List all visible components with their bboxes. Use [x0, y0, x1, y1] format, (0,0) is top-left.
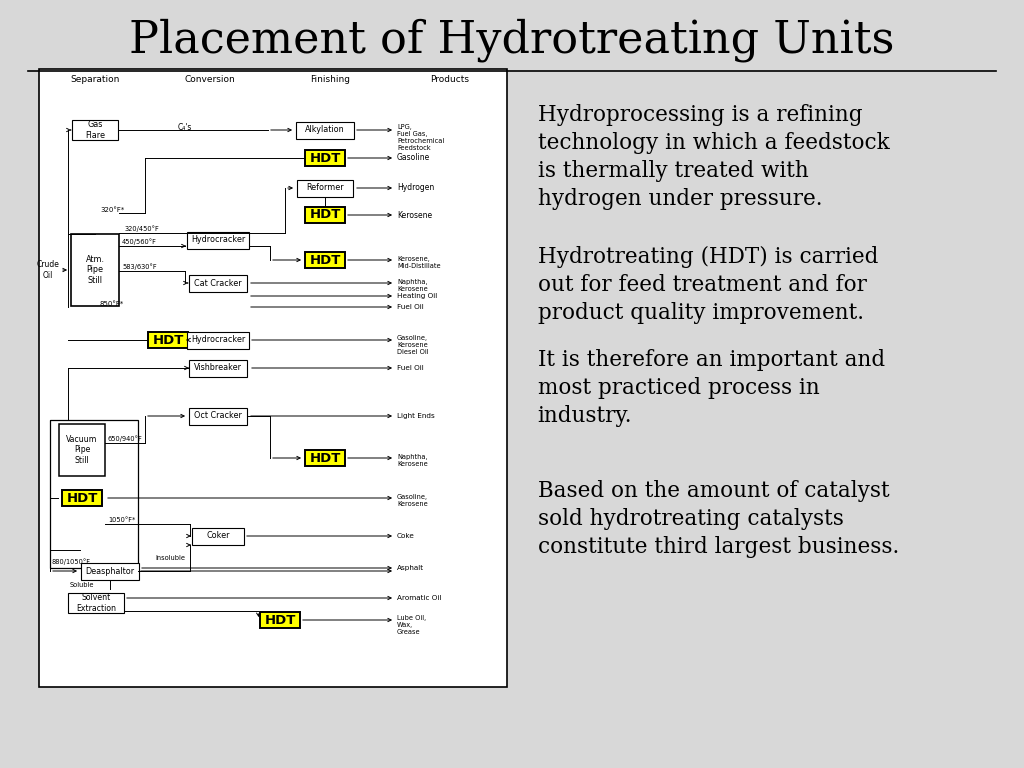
Text: Gas
Flare: Gas Flare	[85, 121, 105, 140]
FancyBboxPatch shape	[59, 424, 105, 476]
Text: 1050°F*: 1050°F*	[108, 517, 135, 523]
Text: HDT: HDT	[264, 614, 296, 627]
Text: Vishbreaker: Vishbreaker	[194, 363, 242, 372]
Text: Atm.
Pipe
Still: Atm. Pipe Still	[85, 255, 104, 285]
Text: HDT: HDT	[67, 492, 97, 505]
Text: Cat Cracker: Cat Cracker	[195, 279, 242, 287]
Text: HDT: HDT	[309, 253, 341, 266]
Text: Products: Products	[430, 75, 469, 84]
Text: 450/560°F: 450/560°F	[122, 239, 157, 245]
Text: Coker: Coker	[206, 531, 229, 541]
Text: Naphtha,
Kerosene: Naphtha, Kerosene	[397, 454, 428, 467]
Text: Solvent
Extraction: Solvent Extraction	[76, 594, 116, 613]
Text: 850°F*: 850°F*	[100, 301, 124, 307]
Text: Lube Oil,
Wax,
Grease: Lube Oil, Wax, Grease	[397, 615, 426, 635]
FancyBboxPatch shape	[62, 490, 102, 506]
Text: Placement of Hydrotreating Units: Placement of Hydrotreating Units	[129, 18, 895, 62]
FancyBboxPatch shape	[305, 150, 345, 166]
Text: Gasoline,
Kerosene
Diesel Oil: Gasoline, Kerosene Diesel Oil	[397, 335, 429, 355]
Text: HDT: HDT	[153, 333, 183, 346]
Text: Based on the amount of catalyst
sold hydrotreating catalysts
constitute third la: Based on the amount of catalyst sold hyd…	[538, 480, 899, 558]
Text: Oct Cracker: Oct Cracker	[195, 412, 242, 421]
Text: Vacuum
Pipe
Still: Vacuum Pipe Still	[67, 435, 97, 465]
Text: Hydrocracker: Hydrocracker	[190, 236, 245, 244]
Text: Insoluble: Insoluble	[155, 555, 185, 561]
Text: Finishing: Finishing	[310, 75, 350, 84]
FancyBboxPatch shape	[193, 528, 244, 545]
Text: Separation: Separation	[71, 75, 120, 84]
Text: Kerosene: Kerosene	[397, 210, 432, 220]
FancyBboxPatch shape	[148, 332, 188, 348]
Text: LPG,
Fuel Gas,
Petrochemical
Feedstock: LPG, Fuel Gas, Petrochemical Feedstock	[397, 124, 444, 151]
Text: Conversion: Conversion	[184, 75, 236, 84]
Text: 650/940°F: 650/940°F	[108, 435, 142, 442]
FancyBboxPatch shape	[189, 274, 247, 292]
FancyBboxPatch shape	[50, 420, 138, 568]
Text: Reformer: Reformer	[306, 184, 344, 193]
FancyBboxPatch shape	[187, 231, 249, 249]
Text: HDT: HDT	[309, 151, 341, 164]
FancyBboxPatch shape	[297, 180, 353, 197]
Text: Fuel Oil: Fuel Oil	[397, 365, 424, 371]
Text: 880/1050°F: 880/1050°F	[52, 558, 91, 565]
Text: Hydrogen: Hydrogen	[397, 184, 434, 193]
FancyBboxPatch shape	[189, 408, 247, 425]
Text: Gasoline,
Kerosene: Gasoline, Kerosene	[397, 494, 428, 507]
Text: Heating Oil: Heating Oil	[397, 293, 437, 299]
FancyBboxPatch shape	[305, 252, 345, 268]
FancyBboxPatch shape	[189, 359, 247, 376]
FancyBboxPatch shape	[260, 612, 300, 628]
Text: Naphtha,
Kerosene: Naphtha, Kerosene	[397, 279, 428, 292]
Text: Coke: Coke	[397, 533, 415, 539]
Text: Deasphaltor: Deasphaltor	[85, 567, 134, 575]
FancyBboxPatch shape	[305, 450, 345, 466]
Text: 320/450°F: 320/450°F	[125, 226, 160, 233]
FancyBboxPatch shape	[68, 593, 124, 613]
Text: Hydrotreating (HDT) is carried
out for feed treatment and for
product quality im: Hydrotreating (HDT) is carried out for f…	[538, 246, 878, 324]
Text: Fuel Oil: Fuel Oil	[397, 304, 424, 310]
Text: Alkylation: Alkylation	[305, 125, 345, 134]
FancyBboxPatch shape	[81, 562, 139, 580]
Text: Light Ends: Light Ends	[397, 413, 435, 419]
Text: 583/630°F: 583/630°F	[122, 263, 157, 270]
Text: HDT: HDT	[309, 452, 341, 465]
Text: Asphalt: Asphalt	[397, 565, 424, 571]
FancyBboxPatch shape	[71, 234, 119, 306]
FancyBboxPatch shape	[305, 207, 345, 223]
Text: C₄'s: C₄'s	[178, 123, 193, 131]
Text: Soluble: Soluble	[70, 582, 94, 588]
Text: Hydroprocessing is a refining
technology in which a feedstock
is thermally treat: Hydroprocessing is a refining technology…	[538, 104, 890, 210]
Text: It is therefore an important and
most practiced process in
industry.: It is therefore an important and most pr…	[538, 349, 885, 427]
Text: 320°F*: 320°F*	[100, 207, 124, 213]
FancyBboxPatch shape	[39, 69, 507, 687]
FancyBboxPatch shape	[72, 120, 118, 140]
FancyBboxPatch shape	[296, 121, 354, 138]
Text: Crude
Oil: Crude Oil	[37, 260, 59, 280]
Text: Aromatic Oil: Aromatic Oil	[397, 595, 441, 601]
Text: Hydrocracker: Hydrocracker	[190, 336, 245, 345]
Text: Kerosene,
Mid-Distillate: Kerosene, Mid-Distillate	[397, 256, 440, 269]
FancyBboxPatch shape	[187, 332, 249, 349]
Text: Gasoline: Gasoline	[397, 154, 430, 163]
Text: HDT: HDT	[309, 208, 341, 221]
